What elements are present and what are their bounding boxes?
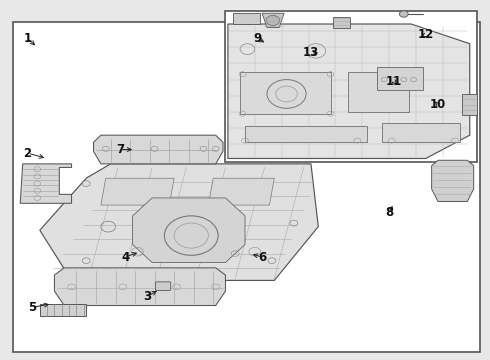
Text: 4: 4	[121, 251, 129, 264]
Polygon shape	[40, 304, 86, 316]
Text: 9: 9	[253, 32, 261, 45]
Polygon shape	[54, 268, 225, 306]
Polygon shape	[208, 178, 274, 205]
Circle shape	[266, 15, 280, 26]
Polygon shape	[240, 72, 331, 114]
Text: 3: 3	[143, 290, 151, 303]
Text: 13: 13	[303, 46, 319, 59]
Polygon shape	[94, 135, 223, 164]
Polygon shape	[233, 13, 260, 24]
FancyBboxPatch shape	[156, 282, 171, 291]
Polygon shape	[245, 126, 367, 142]
Text: 12: 12	[417, 28, 434, 41]
Polygon shape	[333, 17, 350, 28]
Polygon shape	[101, 178, 174, 205]
Polygon shape	[382, 123, 460, 142]
Text: 1: 1	[24, 32, 32, 45]
Text: 6: 6	[258, 251, 266, 264]
Polygon shape	[432, 160, 474, 202]
Polygon shape	[463, 94, 477, 116]
Circle shape	[399, 11, 408, 17]
Text: 2: 2	[24, 147, 32, 159]
Text: 5: 5	[28, 301, 37, 314]
Polygon shape	[377, 67, 423, 90]
Text: 11: 11	[386, 75, 402, 88]
Text: 10: 10	[430, 98, 446, 111]
Polygon shape	[133, 198, 245, 262]
Text: 7: 7	[116, 143, 124, 156]
Polygon shape	[347, 72, 409, 112]
Polygon shape	[20, 164, 72, 203]
Polygon shape	[262, 13, 284, 28]
Polygon shape	[40, 164, 318, 280]
Bar	[225, 12, 477, 162]
Text: 8: 8	[385, 206, 393, 219]
Polygon shape	[228, 24, 470, 158]
